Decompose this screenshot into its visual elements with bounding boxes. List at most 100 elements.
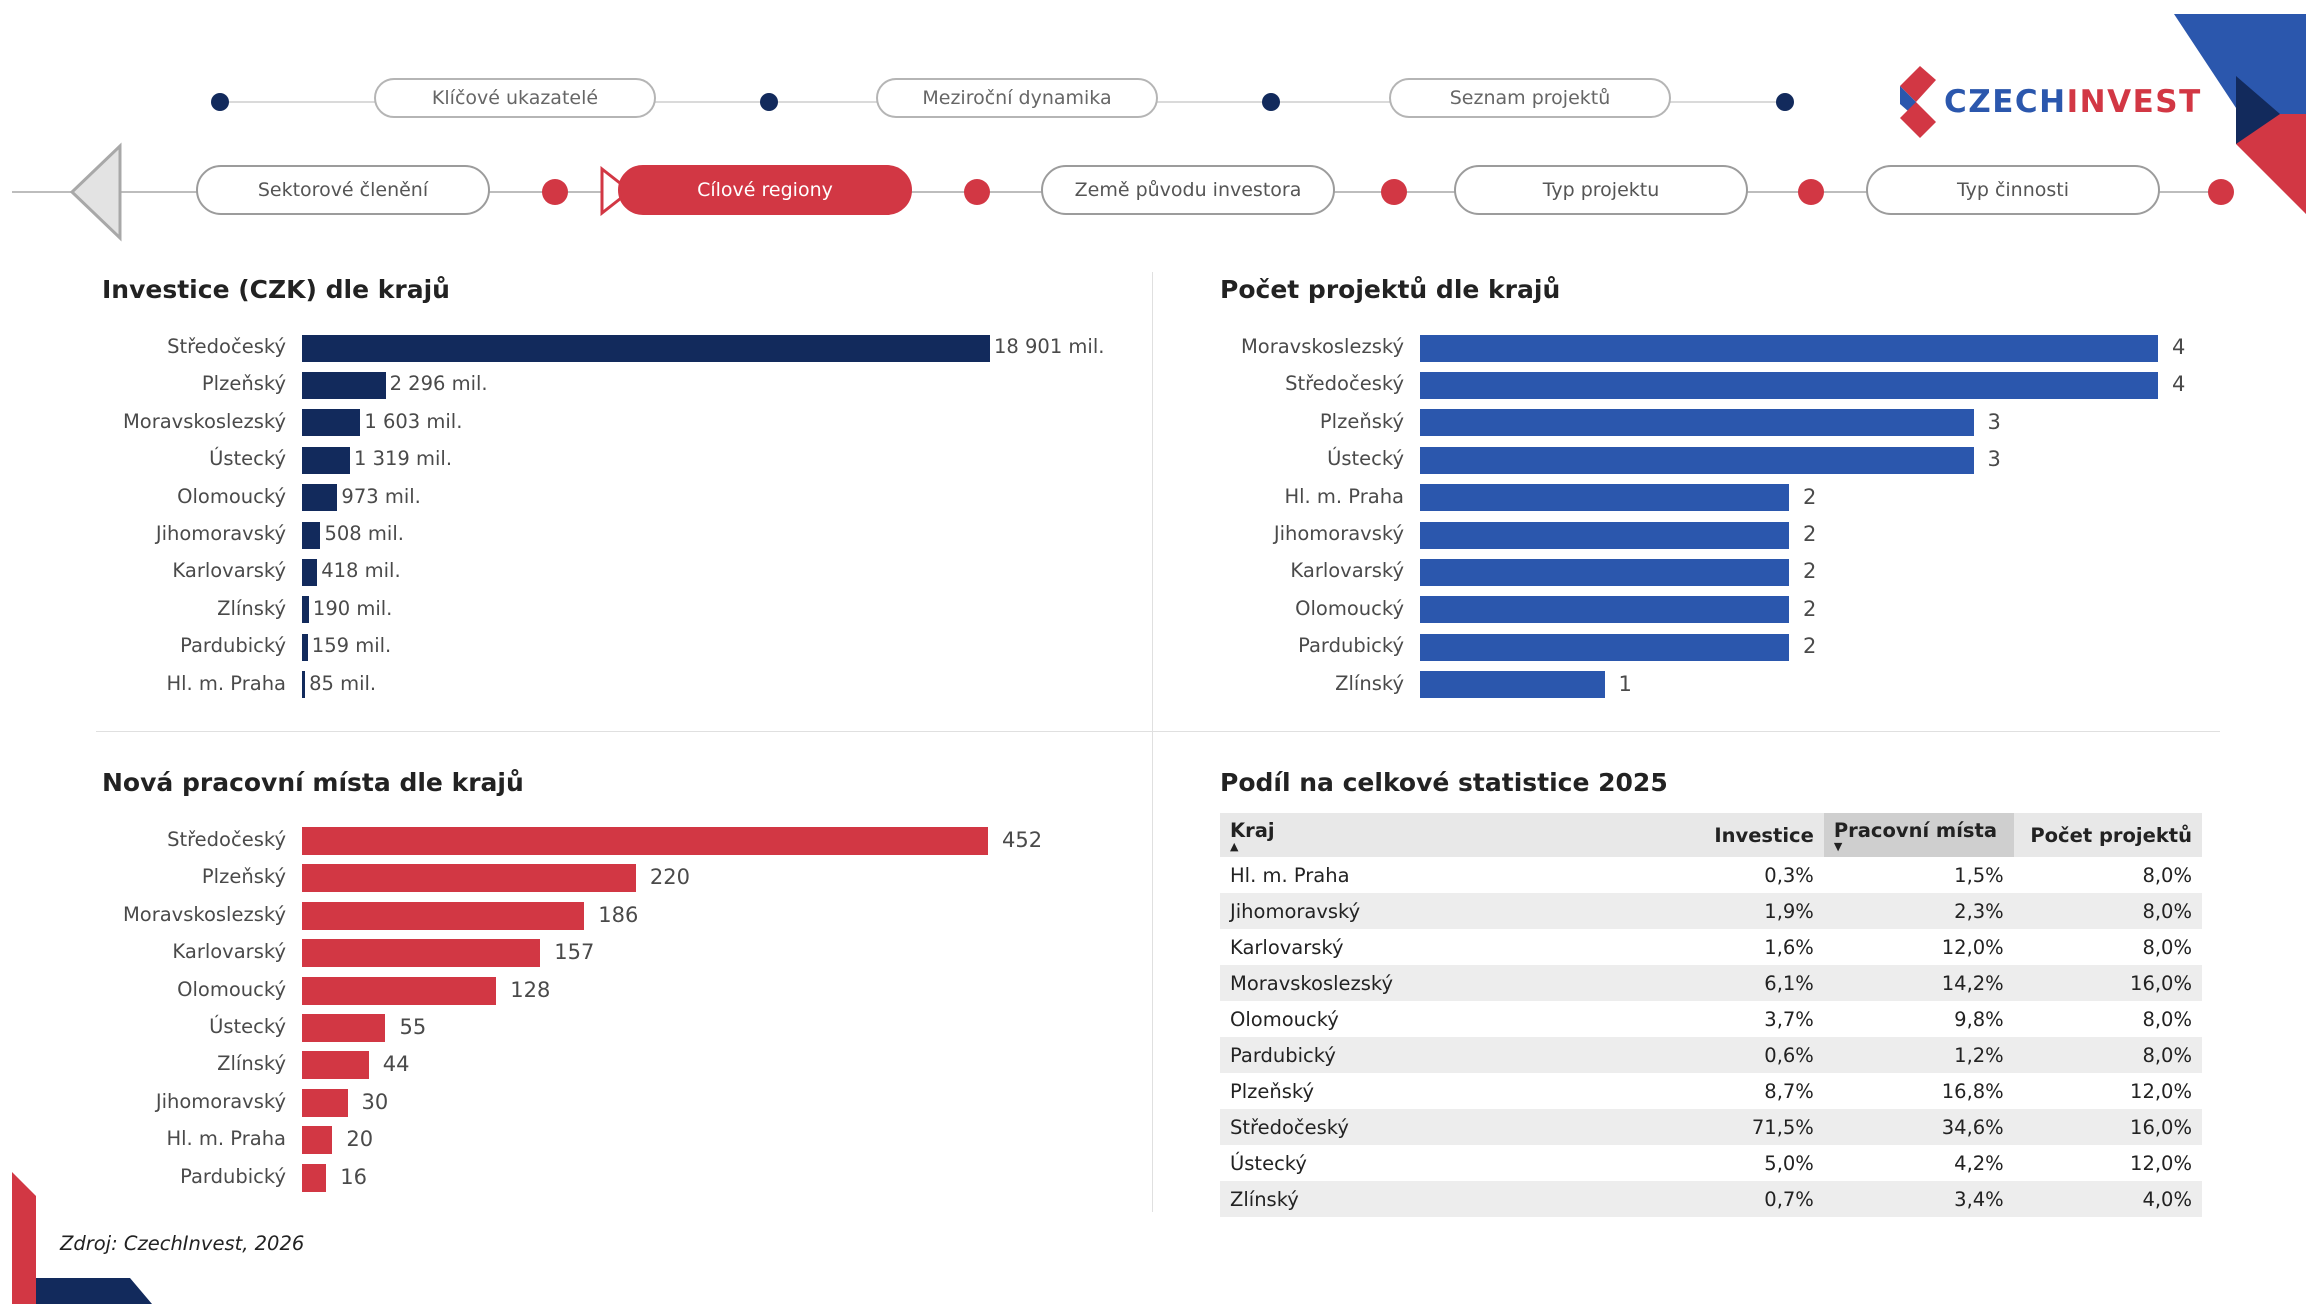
bar[interactable] <box>1420 558 1789 586</box>
data-label: 186 <box>598 902 639 927</box>
bar[interactable] <box>302 939 541 968</box>
bar[interactable] <box>302 409 361 437</box>
category-label: Karlovarský <box>172 559 286 583</box>
back-arrow-icon[interactable] <box>66 142 124 242</box>
mista-chart-title: Nová pracovní místa dle krajů <box>102 768 524 797</box>
nav-zeme-puvodu-investora[interactable]: Země původu investora <box>1041 165 1335 215</box>
bar[interactable] <box>1420 484 1789 512</box>
data-label: 2 296 mil. <box>389 372 488 396</box>
category-label: Středočeský <box>1285 372 1404 396</box>
nav-dot <box>2208 179 2234 205</box>
bar[interactable] <box>1420 334 2158 362</box>
cell-value: 8,7% <box>1764 1079 1814 1103</box>
category-label: Olomoucký <box>177 977 286 1001</box>
bar[interactable] <box>1420 371 2158 399</box>
nav-dot <box>964 179 990 205</box>
cell-value: 8,0% <box>2142 1007 2192 1031</box>
bar[interactable] <box>1420 596 1789 624</box>
table-row[interactable]: Karlovarský 1,6% 12,0% 8,0% <box>1220 929 2202 965</box>
category-label: Zlínský <box>217 1052 286 1076</box>
column-header-kraj[interactable]: Kraj ▲ <box>1220 813 1700 857</box>
nav-seznam-projektu[interactable]: Seznam projektů <box>1389 78 1671 118</box>
data-label: 44 <box>382 1052 410 1077</box>
bar[interactable] <box>302 484 338 512</box>
nav-klicove-ukazatele[interactable]: Klíčové ukazatelé <box>374 78 656 118</box>
category-label: Moravskoslezský <box>122 902 286 926</box>
bar[interactable] <box>302 1014 386 1042</box>
bar[interactable] <box>302 1051 369 1080</box>
data-label: 85 mil. <box>309 671 377 695</box>
bar[interactable] <box>302 446 350 474</box>
table-row[interactable]: Hl. m. Praha 0,3% 1,5% 8,0% <box>1220 857 2202 893</box>
data-label: 1 603 mil. <box>364 409 463 433</box>
data-label: 2 <box>1803 634 1817 659</box>
nav-cilove-regiony[interactable]: Cílové regiony <box>618 165 912 215</box>
data-label: 4 <box>2172 335 2186 359</box>
table-row[interactable]: Zlínský 0,7% 3,4% 4,0% <box>1220 1181 2202 1217</box>
column-header-pocet-projektu[interactable]: Počet projektů <box>2013 813 2202 857</box>
bar[interactable] <box>1420 633 1789 661</box>
bar[interactable] <box>302 334 990 362</box>
active-indicator-icon <box>600 166 633 216</box>
table-row[interactable]: Ústecký 5,0% 4,2% 12,0% <box>1220 1145 2202 1181</box>
bar[interactable] <box>302 864 636 893</box>
table-row[interactable]: Olomoucký 3,7% 9,8% 8,0% <box>1220 1001 2202 1037</box>
table-row[interactable]: Plzeňský 8,7% 16,8% 12,0% <box>1220 1073 2202 1109</box>
bar[interactable] <box>302 1126 333 1155</box>
bar[interactable] <box>302 671 306 699</box>
cell-value: 71,5% <box>1700 1109 1824 1145</box>
table-row[interactable]: Moravskoslezský 6,1% 14,2% 16,0% <box>1220 965 2202 1001</box>
czechinvest-logo: CZECHINVEST <box>1900 66 2200 140</box>
logo-text-invest: INVEST <box>2066 84 2202 120</box>
cell-value: 16,8% <box>1941 1079 2004 1103</box>
data-label: 2 <box>1803 559 1817 584</box>
cell-value: 16,0% <box>2013 1109 2202 1145</box>
table-row[interactable]: Středočeský 71,5% 34,6% 16,0% <box>1220 1109 2202 1145</box>
bar[interactable] <box>302 1163 327 1192</box>
cell-value: 8,0% <box>2013 893 2202 929</box>
data-label: 3 <box>1987 409 2001 434</box>
cell-kraj: Karlovarský <box>1230 935 1344 959</box>
divider-vertical <box>1152 272 1153 1212</box>
cell-value: 0,7% <box>1700 1181 1824 1217</box>
nav-dot <box>760 93 778 111</box>
category-label: Hl. m. Praha <box>166 671 286 695</box>
bar[interactable] <box>1420 446 1974 474</box>
bar[interactable] <box>302 827 988 855</box>
table-title: Podíl na celkové statistice 2025 <box>1220 768 1668 797</box>
bar[interactable] <box>1420 671 1605 699</box>
bar[interactable] <box>302 596 309 624</box>
bar[interactable] <box>302 371 386 399</box>
data-label: 20 <box>346 1127 374 1152</box>
bar[interactable] <box>302 1088 348 1117</box>
nav-typ-cinnosti[interactable]: Typ činnosti <box>1866 165 2160 215</box>
category-label: Středočeský <box>167 335 286 358</box>
bar[interactable] <box>302 901 585 930</box>
category-label: Karlovarský <box>1290 559 1404 583</box>
category-label: Zlínský <box>217 596 286 620</box>
bar[interactable] <box>302 521 321 549</box>
data-label: 1 <box>1618 671 1632 696</box>
column-header-investice[interactable]: Investice <box>1700 813 1824 857</box>
category-label: Zlínský <box>1335 671 1404 695</box>
cell-kraj: Středočeský <box>1220 1109 1700 1145</box>
divider-horizontal <box>96 731 2220 732</box>
cell-value: 8,0% <box>2142 863 2192 887</box>
nav-mezirocni-dynamika[interactable]: Meziroční dynamika <box>876 78 1158 118</box>
nav-typ-projektu[interactable]: Typ projektu <box>1454 165 1748 215</box>
bar[interactable] <box>1420 409 1974 437</box>
table-row[interactable]: Jihomoravský 1,9% 2,3% 8,0% <box>1220 893 2202 929</box>
category-label: Jihomoravský <box>1273 522 1404 545</box>
table-row[interactable]: Pardubický 0,6% 1,2% 8,0% <box>1220 1037 2202 1073</box>
bar[interactable] <box>302 558 318 586</box>
bar[interactable] <box>302 633 308 661</box>
data-label: 4 <box>2172 372 2186 397</box>
category-label: Pardubický <box>180 1164 286 1188</box>
column-header-pracovni-mista[interactable]: Pracovní místa ▼ <box>1823 813 2014 857</box>
nav-sektorove-cleneni[interactable]: Sektorové členění <box>196 165 490 215</box>
cell-kraj: Moravskoslezský <box>1220 965 1700 1001</box>
cell-kraj: Plzeňský <box>1230 1079 1315 1103</box>
bar[interactable] <box>302 976 497 1005</box>
bar[interactable] <box>1420 521 1789 549</box>
cell-value: 12,0% <box>1941 935 2004 959</box>
